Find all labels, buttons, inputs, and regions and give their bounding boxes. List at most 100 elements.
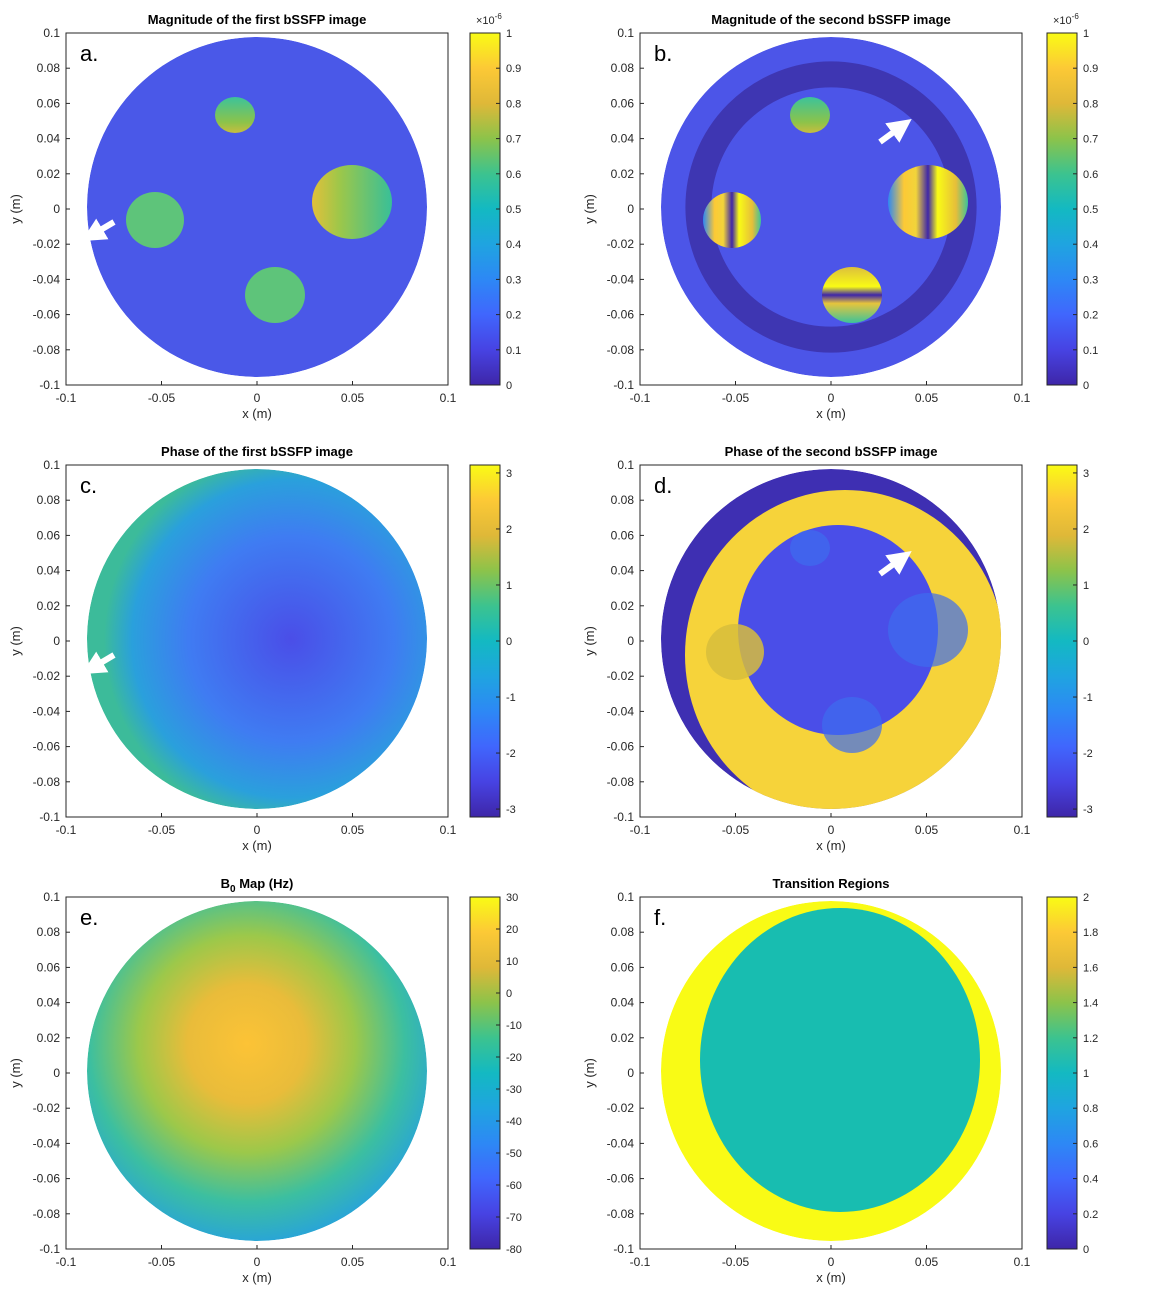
x-tick-label: -0.05 (148, 1255, 176, 1269)
insert-4 (245, 267, 305, 323)
colorbar-tick-label: 1.8 (1083, 927, 1098, 939)
x-tick-label: 0 (828, 823, 835, 837)
y-tick-label: 0 (627, 634, 634, 648)
y-tick-label: 0 (53, 634, 60, 648)
y-tick-label: -0.1 (39, 1242, 60, 1256)
colorbar-tick-label: 1.2 (1083, 1033, 1098, 1045)
x-axis-label: x (m) (242, 1270, 272, 1285)
region-1 (700, 908, 980, 1212)
y-tick-label: 0.02 (37, 599, 61, 613)
colorbar-tick-label: 3 (1083, 468, 1089, 480)
y-tick-label: -0.06 (607, 740, 635, 754)
y-tick-label: 0.1 (43, 26, 60, 40)
colorbar-exponent: ×10-6 (476, 12, 502, 27)
colorbar-tick-label: 0.9 (1083, 63, 1098, 75)
x-tick-label: 0.05 (341, 1255, 365, 1269)
colorbar-tick-label: 30 (506, 892, 518, 904)
image-e (87, 901, 427, 1241)
x-tick-label: 0.05 (341, 823, 365, 837)
colorbar-tick-label: 0.1 (1083, 345, 1098, 357)
colorbar-tick-label: 0.6 (1083, 1138, 1098, 1150)
colorbar-tick-label: 1 (1083, 580, 1089, 592)
panel-label: e. (80, 905, 98, 930)
image-c (87, 469, 427, 809)
colorbar-tick-label: 0.6 (1083, 169, 1098, 181)
panel-title: Magnitude of the first bSSFP image (148, 12, 367, 27)
colorbar-tick-label: 0.4 (1083, 239, 1098, 251)
x-tick-label: -0.05 (148, 823, 176, 837)
colorbar-tick-label: -3 (506, 804, 516, 816)
y-tick-label: -0.1 (613, 378, 634, 392)
panel-label: c. (80, 473, 97, 498)
y-tick-label: -0.1 (613, 1242, 634, 1256)
y-tick-label: -0.04 (607, 1136, 635, 1150)
colorbar-tick-label: 0.8 (1083, 1103, 1098, 1115)
panel-e: -0.1 -0.05 0 0.05 0.1 0.1 0.08 0.06 0.04 0.02 0 -0.… (8, 876, 522, 1285)
y-tick-label: 0.08 (37, 493, 61, 507)
colorbar-tick-label: 1.4 (1083, 998, 1098, 1010)
insert-3 (703, 192, 761, 248)
panel-a: -0.1 -0.05 0 0.05 0.1 0.1 0.08 0.06 0.04 0.02 0 -0.… (8, 12, 521, 421)
colorbar-tick-label: -60 (506, 1180, 522, 1192)
x-tick-label: 0.05 (915, 391, 939, 405)
y-tick-label: 0.04 (611, 132, 635, 146)
y-tick-label: -0.04 (33, 704, 61, 718)
colorbar-tick-label: 0.2 (1083, 1209, 1098, 1221)
colorbar (1046, 32, 1078, 386)
x-axis-label: x (m) (816, 406, 846, 421)
panel-title: Phase of the first bSSFP image (161, 444, 353, 459)
y-axis-label: y (m) (8, 626, 23, 656)
x-tick-label: 0.1 (1014, 391, 1031, 405)
insert-2 (312, 165, 392, 239)
y-tick-label: -0.02 (33, 237, 61, 251)
x-axis-label: x (m) (242, 406, 272, 421)
y-axis-label: y (m) (582, 194, 597, 224)
image-a (87, 37, 427, 377)
colorbar-tick-label: -2 (506, 748, 516, 760)
y-tick-label: -0.02 (607, 237, 635, 251)
y-tick-label: 0.1 (43, 458, 60, 472)
x-tick-label: 0 (254, 823, 261, 837)
colorbar-tick-label: -40 (506, 1116, 522, 1128)
insert-1 (215, 97, 255, 133)
colorbar-tick-label: -10 (506, 1020, 522, 1032)
panel-title: Phase of the second bSSFP image (725, 444, 938, 459)
colorbar-tick-label: -20 (506, 1052, 522, 1064)
image-b (661, 37, 1001, 377)
x-axis-label: x (m) (242, 838, 272, 853)
colorbar-tick-label: 1 (1083, 28, 1089, 40)
y-tick-label: 0 (53, 202, 60, 216)
colorbar-tick-label: 1 (506, 580, 512, 592)
panel-label: d. (654, 473, 672, 498)
colorbar-tick-label: 0 (1083, 1244, 1089, 1256)
insert-1 (790, 97, 830, 133)
y-tick-label: -0.1 (613, 810, 634, 824)
x-tick-label: -0.1 (56, 1255, 77, 1269)
y-tick-label: -0.06 (33, 740, 61, 754)
y-tick-label: 0.02 (611, 167, 635, 181)
y-tick-label: 0.08 (37, 61, 61, 75)
x-tick-label: 0 (254, 391, 261, 405)
y-axis-label: y (m) (582, 626, 597, 656)
y-tick-label: 0.06 (611, 960, 635, 974)
y-axis-label: y (m) (8, 194, 23, 224)
y-tick-label: 0.04 (611, 564, 635, 578)
y-tick-label: -0.08 (33, 775, 61, 789)
y-tick-label: -0.08 (607, 343, 635, 357)
annotation-arrow (81, 218, 116, 242)
colorbar-tick-label: 0 (1083, 380, 1089, 392)
image-d (661, 469, 1001, 809)
insert-3 (126, 192, 184, 248)
y-tick-label: 0.02 (611, 1031, 635, 1045)
x-tick-label: 0.1 (1014, 823, 1031, 837)
y-tick-label: -0.1 (39, 378, 60, 392)
y-tick-label: -0.1 (39, 810, 60, 824)
y-tick-label: 0.02 (37, 1031, 61, 1045)
y-tick-label: -0.06 (607, 308, 635, 322)
y-tick-label: 0 (627, 202, 634, 216)
x-axis-label: x (m) (816, 838, 846, 853)
x-tick-label: 0 (828, 1255, 835, 1269)
y-tick-label: 0.04 (611, 996, 635, 1010)
y-tick-label: 0.1 (617, 458, 634, 472)
